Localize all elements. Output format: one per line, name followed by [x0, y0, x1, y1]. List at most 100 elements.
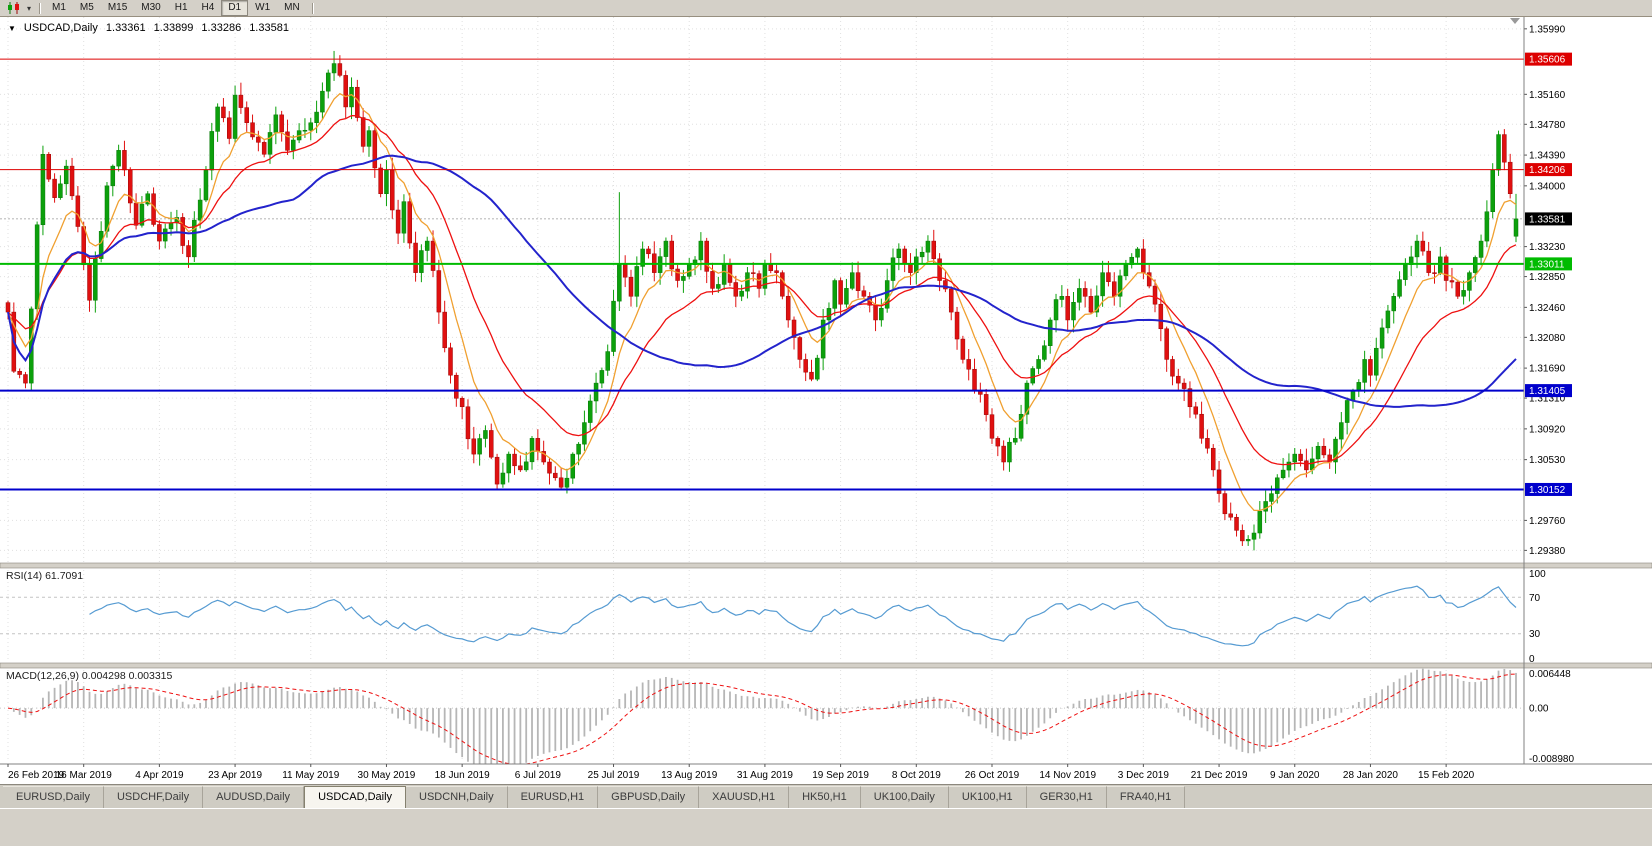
date-axis-label: 14 Nov 2019: [1039, 770, 1096, 781]
candle-body: [209, 131, 215, 171]
chart-ohlc-header: ▼ USDCAD,Daily 1.33361 1.33899 1.33286 1…: [8, 22, 289, 34]
candle-body: [302, 129, 308, 132]
candle-body: [1018, 413, 1024, 439]
price-axis-label: 1.30920: [1529, 424, 1566, 435]
timeframe-button-m5[interactable]: M5: [79, 2, 94, 13]
timeframe-button-mn[interactable]: MN: [284, 2, 300, 13]
level-price-badge: [1525, 257, 1572, 271]
chart-tab-fra40-h1[interactable]: FRA40,H1: [1106, 786, 1186, 808]
candle-body: [1059, 296, 1065, 300]
candle-body: [1123, 264, 1129, 277]
date-axis-label: 4 Apr 2019: [135, 770, 184, 781]
candle-body: [1321, 445, 1327, 456]
timeframe-button-m15[interactable]: M15: [107, 2, 128, 13]
date-axis-label: 13 Aug 2019: [661, 770, 718, 781]
candle-body: [1216, 469, 1222, 494]
candle-body: [972, 369, 977, 392]
timeframe-button-w1[interactable]: W1: [255, 2, 271, 13]
timeframes-toolbar: ▾ M1 M5 M15 M30 H1 H4 D1 W1 MN: [0, 0, 1652, 17]
timeframe-button-h1[interactable]: H1: [174, 2, 188, 13]
chart-tab-usdchf-daily[interactable]: USDCHF,Daily: [103, 786, 204, 808]
timeframe-button-h4[interactable]: H4: [201, 2, 215, 13]
date-axis-label: 25 Jul 2019: [588, 770, 640, 781]
date-axis-label: 26 Feb 2019: [8, 770, 65, 781]
candle-body: [349, 86, 354, 108]
chart-type-dropdown-caret[interactable]: ▾: [27, 3, 32, 13]
candle-body: [372, 130, 378, 169]
ohlc-high: 1.33899: [153, 22, 194, 34]
status-bar: [0, 808, 1652, 846]
chart-tab-gbpusd-daily[interactable]: GBPUSD,Daily: [598, 786, 700, 808]
chart-tab-uk100-h1[interactable]: UK100,H1: [948, 786, 1027, 808]
chart-tab-bar: EURUSD,Daily USDCHF,Daily AUDUSD,Daily USDC…: [0, 784, 1652, 808]
candle-body: [855, 272, 861, 291]
candle-body: [1193, 406, 1199, 415]
chart-tab-xauusd-h1[interactable]: XAUUSD,H1: [699, 786, 790, 808]
chart-tab-audusd-daily[interactable]: AUDUSD,Daily: [203, 786, 305, 808]
candle-body: [197, 199, 203, 221]
candle-body: [52, 178, 57, 198]
chart-type-icon[interactable]: [4, 2, 24, 15]
ohlc-close: 1.33581: [249, 22, 289, 34]
candle-body: [1315, 445, 1321, 460]
chart-tab-usdcnh-daily[interactable]: USDCNH,Daily: [406, 786, 508, 808]
candle-body: [1024, 382, 1030, 415]
ohlc-open: 1.33361: [105, 22, 146, 34]
candle-body: [634, 266, 640, 297]
candle-body: [1414, 240, 1420, 258]
date-axis-label: 16 Mar 2019: [56, 770, 113, 781]
macd-signal-line: [7, 673, 1517, 764]
panel-splitter[interactable]: [0, 562, 1652, 569]
timeframe-button-m30[interactable]: M30: [141, 2, 161, 13]
chart-tab-eurusd-daily[interactable]: EURUSD,Daily: [3, 786, 104, 808]
collapse-indicators-icon[interactable]: ▼: [8, 23, 16, 33]
candle-body: [424, 240, 430, 251]
timeframe-button-m1[interactable]: M1: [52, 2, 66, 13]
date-axis-label: 6 Jul 2019: [515, 770, 562, 781]
candle-body: [1333, 438, 1338, 463]
candle-body: [116, 150, 121, 167]
candle-body: [605, 351, 610, 371]
candle-body: [1082, 288, 1088, 297]
candle-body: [494, 456, 500, 485]
candle-body: [849, 272, 855, 289]
chart-tabs: EURUSD,Daily USDCHF,Daily AUDUSD,Daily USDC…: [3, 786, 1186, 808]
candle-body: [1205, 438, 1210, 449]
timeframe-button-d1[interactable]: D1: [221, 0, 249, 16]
candle-body: [576, 443, 581, 455]
chart-tab-usdcad-daily[interactable]: USDCAD,Daily: [304, 786, 407, 808]
candle-body: [1432, 272, 1437, 274]
candle-body: [1245, 539, 1251, 542]
candle-body: [34, 224, 40, 310]
candle-body: [436, 270, 442, 313]
candle-body: [407, 201, 412, 244]
chart-tab-eurusd-h1[interactable]: EURUSD,H1: [507, 786, 599, 808]
candle-body: [925, 240, 931, 253]
symbol-period-label: USDCAD,Daily: [23, 22, 98, 34]
candle-body: [1350, 390, 1356, 401]
date-axis-label: 23 Apr 2019: [208, 770, 262, 781]
candle-body: [948, 288, 954, 313]
chart-tab-uk100-daily[interactable]: UK100,Daily: [860, 786, 949, 808]
chart-tab-ger30-h1[interactable]: GER30,H1: [1026, 786, 1107, 808]
candle-body: [477, 438, 482, 455]
candle-body: [1304, 460, 1309, 471]
candle-body: [244, 107, 249, 123]
candle-body: [1484, 211, 1490, 242]
candle-body: [1275, 477, 1280, 494]
candle-body: [1152, 285, 1158, 305]
macd-axis-label: 0.00: [1529, 704, 1549, 715]
candle-body: [192, 219, 197, 258]
panel-splitter[interactable]: [0, 662, 1652, 669]
rsi-axis-label: 100: [1529, 569, 1546, 580]
candle-body: [395, 209, 401, 234]
date-axis-label: 9 Jan 2020: [1270, 770, 1320, 781]
candle-body: [733, 282, 739, 297]
chart-tab-hk50-h1[interactable]: HK50,H1: [789, 786, 861, 808]
candle-body: [1496, 134, 1501, 171]
candle-body: [675, 268, 680, 281]
candle-body: [681, 276, 686, 281]
candle-body: [861, 290, 867, 297]
candle-body: [1502, 134, 1507, 163]
candle-body: [145, 193, 150, 205]
